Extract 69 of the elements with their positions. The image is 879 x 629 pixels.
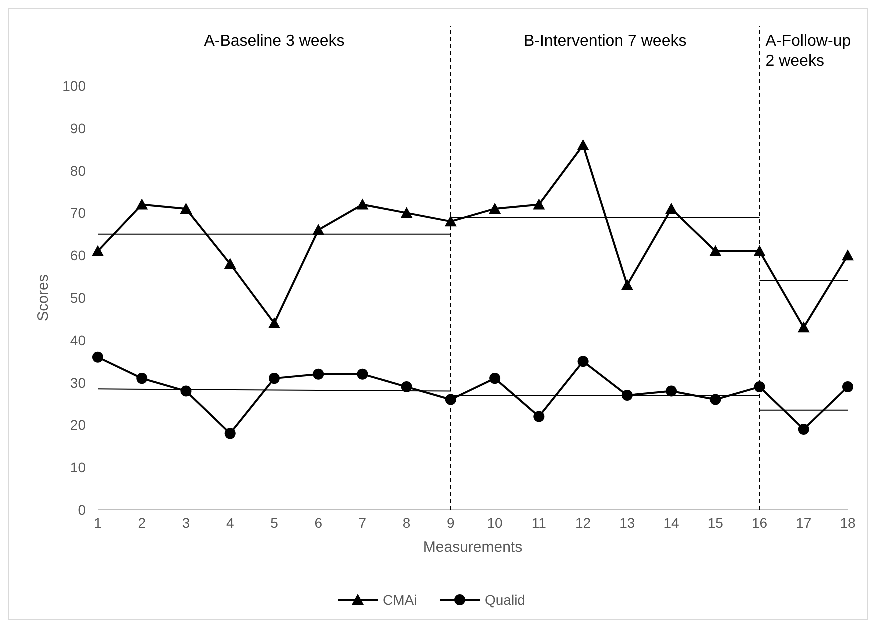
point <box>842 250 854 261</box>
x-tick-label: 3 <box>182 515 190 531</box>
point <box>268 317 280 328</box>
point <box>136 198 148 210</box>
point <box>136 373 148 384</box>
x-tick-label: 11 <box>532 515 547 531</box>
point <box>621 279 634 290</box>
x-tick-label: 2 <box>138 515 146 531</box>
point <box>489 202 502 214</box>
point <box>798 322 810 333</box>
point <box>224 258 236 270</box>
x-tick-label: 10 <box>487 515 504 531</box>
y-tick-label: 50 <box>70 290 86 306</box>
x-tick-label: 17 <box>796 515 812 531</box>
x-tick-label: 15 <box>708 515 724 531</box>
x-tick-label: 12 <box>576 515 592 531</box>
point <box>577 139 590 150</box>
x-tick-label: 16 <box>752 515 768 531</box>
y-axis-title: Scores <box>35 274 52 322</box>
point <box>534 411 545 422</box>
x-tick-label: 7 <box>358 515 367 531</box>
point <box>313 368 324 380</box>
point <box>490 373 501 384</box>
y-tick-label: 0 <box>78 502 86 518</box>
point <box>92 352 104 363</box>
point <box>710 394 722 406</box>
point <box>180 202 192 214</box>
y-tick-label: 40 <box>70 332 86 348</box>
y-tick-label: 10 <box>70 460 86 476</box>
y-tick-label: 60 <box>70 248 86 264</box>
x-tick-label: 18 <box>840 515 856 531</box>
legend-label: CMAi <box>383 592 418 608</box>
x-tick-label: 5 <box>270 515 279 531</box>
text: A-Baseline 3 weeks <box>204 33 345 50</box>
point <box>798 424 810 435</box>
y-tick-label: 90 <box>70 120 86 136</box>
point <box>754 382 766 393</box>
point <box>754 245 766 256</box>
point <box>842 382 854 393</box>
point <box>444 216 457 227</box>
y-tick-label: 100 <box>62 78 86 94</box>
y-tick-label: 70 <box>70 205 86 222</box>
x-tick-label: 13 <box>620 515 636 531</box>
point <box>666 202 678 214</box>
point <box>268 373 280 384</box>
x-axis-title: Measurements <box>423 539 523 556</box>
x-tick-label: 8 <box>402 515 411 531</box>
x-tick-label: 14 <box>664 515 680 531</box>
text: A-Follow-up 2 weeks <box>766 33 852 70</box>
point <box>356 198 369 210</box>
point <box>357 368 368 380</box>
point <box>92 245 104 256</box>
x-tick-label: 9 <box>447 515 456 531</box>
y-tick-label: 20 <box>70 417 86 434</box>
point <box>224 428 236 440</box>
point <box>401 382 412 393</box>
point <box>666 386 678 397</box>
point <box>445 394 456 406</box>
point <box>533 198 546 210</box>
legend-label: Qualid <box>485 592 526 608</box>
x-tick-label: 4 <box>226 515 234 531</box>
point <box>400 207 413 218</box>
point <box>578 356 589 368</box>
x-tick-label: 1 <box>94 515 102 531</box>
x-tick-label: 6 <box>314 515 323 531</box>
point <box>710 245 722 256</box>
y-tick-label: 80 <box>70 162 86 179</box>
text: B-Intervention 7 weeks <box>524 33 687 50</box>
y-tick-label: 30 <box>70 374 86 391</box>
